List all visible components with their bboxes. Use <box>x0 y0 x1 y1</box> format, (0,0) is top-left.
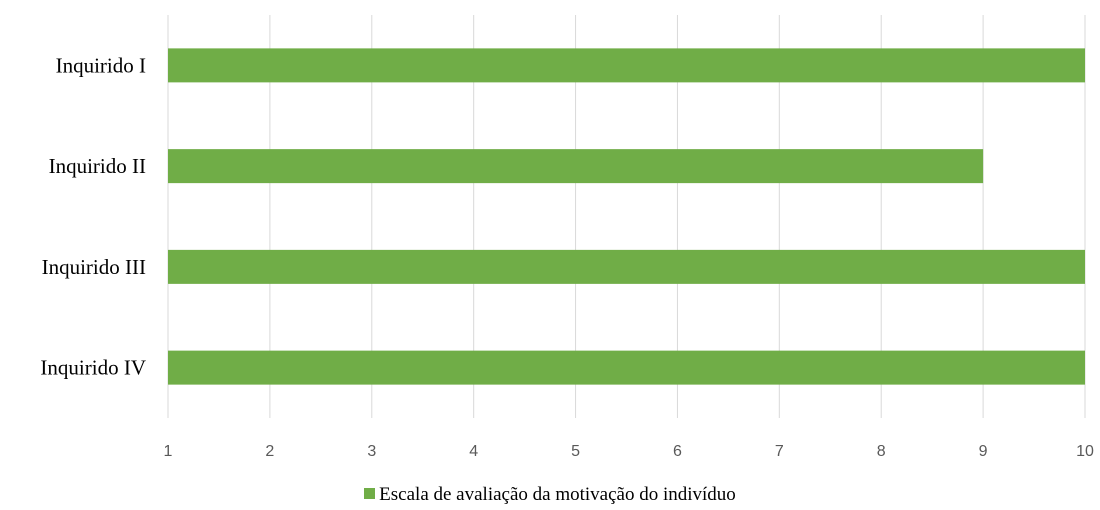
bar <box>168 350 1085 385</box>
x-tick-label: 9 <box>979 443 988 460</box>
x-tick-label: 10 <box>1076 443 1094 460</box>
bar <box>168 149 984 184</box>
x-tick-label: 2 <box>265 443 274 460</box>
x-tick-label: 5 <box>571 443 580 460</box>
x-tick-label: 4 <box>469 443 478 460</box>
category-label: Inquirido I <box>56 53 146 77</box>
category-label: Inquirido II <box>49 154 146 178</box>
category-label: Inquirido IV <box>40 356 146 380</box>
bar-chart: Inquirido I Inquirido II Inquirido III Inqu… <box>40 15 1094 460</box>
legend: Escala de avaliação da motivação do indi… <box>0 484 1100 506</box>
bar <box>168 249 1085 284</box>
category-label: Inquirido III <box>42 255 146 279</box>
legend-label: Escala de avaliação da motivação do indi… <box>379 484 736 505</box>
x-tick-label: 7 <box>775 443 784 460</box>
legend-swatch <box>364 488 376 499</box>
x-tick-label: 8 <box>877 443 886 460</box>
x-tick-labels: 1 2 3 4 5 6 7 8 9 10 <box>164 443 1094 460</box>
x-tick-label: 6 <box>673 443 682 460</box>
x-tick-label: 3 <box>367 443 376 460</box>
bar <box>168 48 1085 83</box>
bars <box>168 48 1085 385</box>
x-tick-label: 1 <box>164 443 173 460</box>
category-labels: Inquirido I Inquirido II Inquirido III Inqu… <box>40 53 146 379</box>
